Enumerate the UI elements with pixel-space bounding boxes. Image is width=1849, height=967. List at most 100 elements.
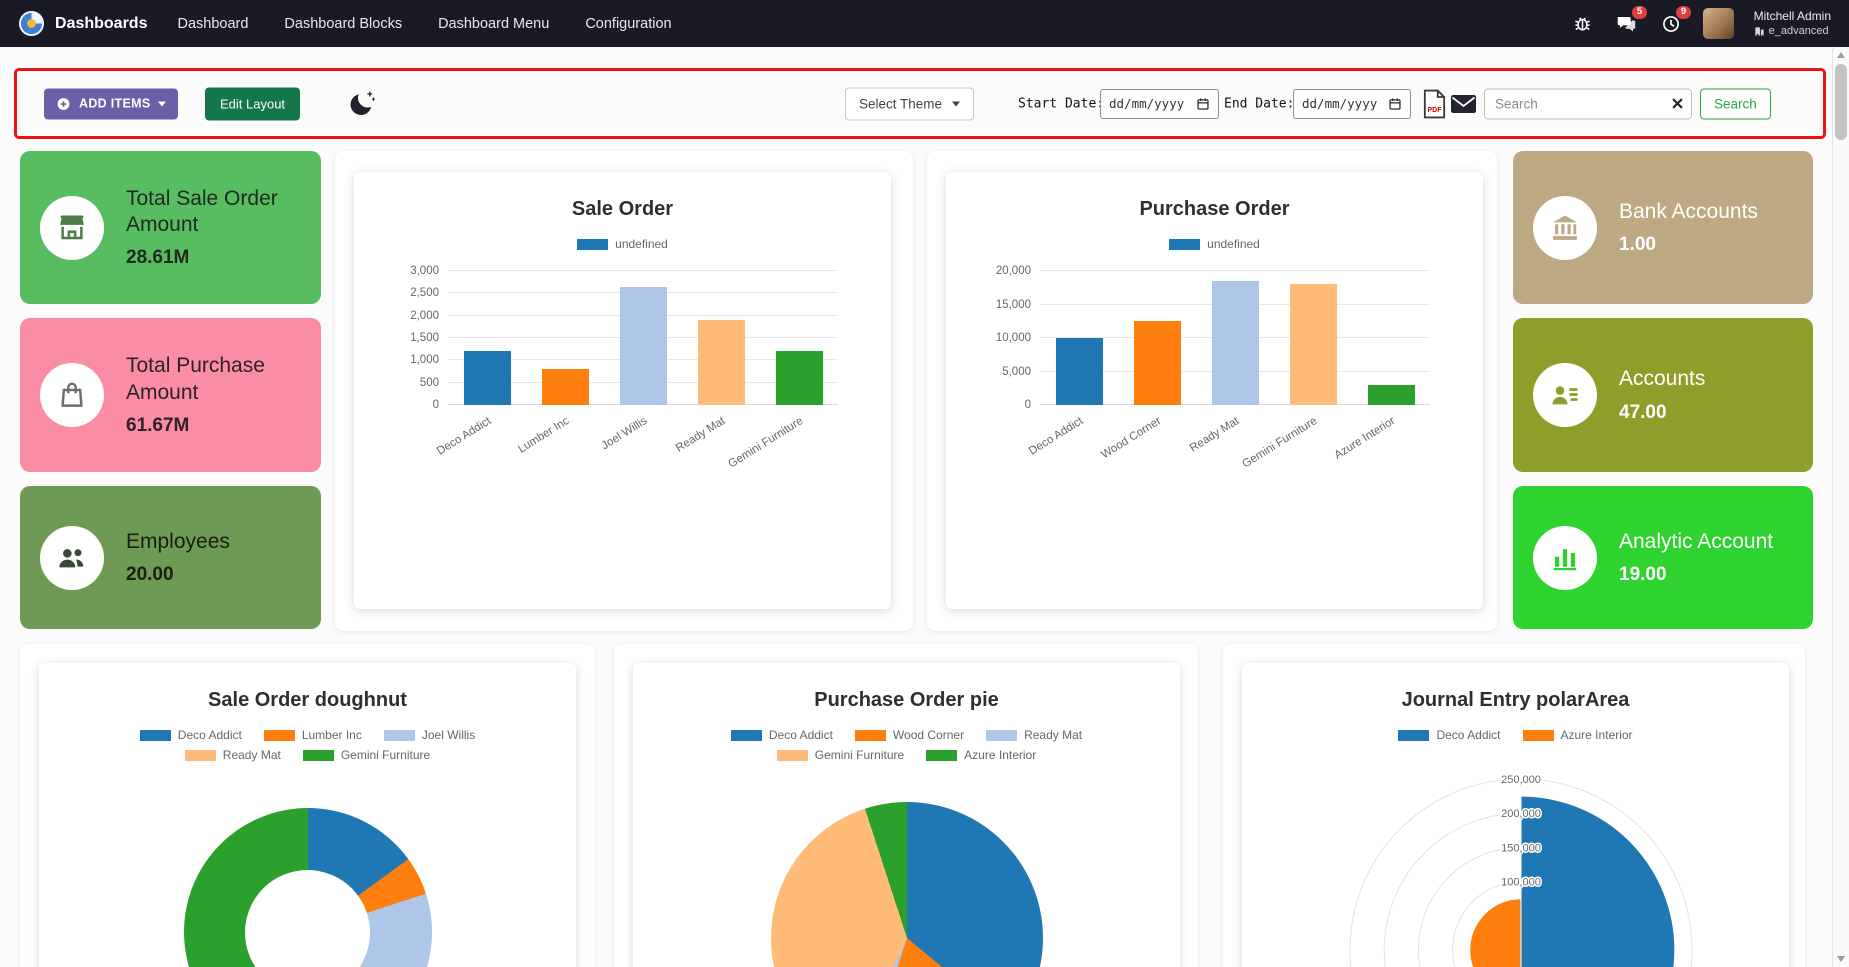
svg-text:200,000: 200,000 bbox=[1501, 808, 1541, 820]
tile-label: Analytic Account bbox=[1619, 529, 1774, 553]
chart-legend: Deco Addict Azure Interior bbox=[1242, 728, 1789, 742]
bank-icon bbox=[1533, 195, 1597, 260]
sale-order-doughnut-panel: Sale Order doughnut Deco Addict Lumber In… bbox=[39, 663, 576, 967]
calendar-icon[interactable] bbox=[1196, 97, 1210, 111]
chart-legend: Deco Addict Wood Corner Ready Mat Gemini Fu… bbox=[633, 728, 1180, 762]
legend-row: Deco Addict Lumber Inc Joel Willis bbox=[139, 728, 476, 742]
y-axis-tick: 2,000 bbox=[410, 309, 439, 322]
dark-mode-moon-icon[interactable] bbox=[348, 90, 375, 117]
legend-swatch bbox=[1169, 238, 1201, 250]
bar-lumber-inc bbox=[541, 369, 589, 405]
plus-circle-icon bbox=[56, 96, 71, 111]
y-axis-tick: 3,000 bbox=[410, 265, 439, 277]
legend-label: Ready Mat bbox=[222, 748, 281, 762]
search-button[interactable]: Search bbox=[1700, 88, 1771, 119]
vertical-scrollbar[interactable] bbox=[1832, 47, 1849, 967]
bar-gemini-furniture bbox=[775, 351, 823, 405]
start-date-input[interactable]: dd/mm/yyyy bbox=[1100, 88, 1219, 119]
app-brand[interactable]: Dashboards bbox=[18, 10, 147, 37]
y-axis-tick: 2,500 bbox=[410, 287, 439, 300]
bar-deco-addict bbox=[463, 351, 511, 405]
activities-clock-icon[interactable]: 9 bbox=[1659, 5, 1691, 36]
y-axis-tick: 20,000 bbox=[995, 265, 1031, 277]
debug-bug-icon[interactable] bbox=[1571, 12, 1595, 36]
chart-title: Sale Order doughnut bbox=[208, 689, 407, 711]
sale-order-chart-card: Sale Order undefined 0 500 1,000 1,500 2,000 2… bbox=[335, 151, 913, 631]
send-mail-envelope-icon[interactable] bbox=[1450, 93, 1477, 114]
scroll-thumb[interactable] bbox=[1835, 64, 1847, 140]
chart-title: Journal Entry polarArea bbox=[1401, 689, 1630, 711]
nav-item-dashboard-blocks[interactable]: Dashboard Blocks bbox=[284, 15, 403, 32]
export-pdf-icon[interactable]: PDF bbox=[1423, 89, 1446, 118]
nav-item-dashboard-menu[interactable]: Dashboard Menu bbox=[438, 15, 550, 32]
legend-swatch bbox=[184, 749, 216, 761]
shopping-bag-icon bbox=[40, 363, 104, 427]
tile-bank-accounts[interactable]: Bank Accounts 1.00 bbox=[1513, 151, 1813, 304]
nav-item-configuration[interactable]: Configuration bbox=[585, 15, 672, 32]
bar-joel-willis bbox=[619, 286, 667, 405]
legend-item-lumber-inc: Lumber Inc bbox=[263, 728, 362, 742]
legend-item-deco-addict: Deco Addict bbox=[1398, 728, 1501, 742]
svg-text:100,000: 100,000 bbox=[1501, 877, 1541, 889]
bar-azure-interior bbox=[1367, 384, 1415, 405]
tile-value: 28.61M bbox=[126, 247, 190, 269]
legend-label: Joel Willis bbox=[421, 728, 476, 742]
select-theme-dropdown[interactable]: Select Theme bbox=[845, 87, 975, 120]
tile-value: 20.00 bbox=[126, 564, 174, 586]
chart-legend: undefined bbox=[354, 237, 891, 251]
chart-title: Sale Order bbox=[571, 198, 674, 220]
legend-swatch bbox=[854, 729, 886, 741]
nav-menu: Dashboard Dashboard Blocks Dashboard Men… bbox=[177, 16, 671, 32]
legend-row: Deco Addict Azure Interior bbox=[1398, 728, 1633, 742]
doughnut-hole bbox=[245, 869, 370, 967]
start-date-placeholder: dd/mm/yyyy bbox=[1109, 96, 1185, 111]
search-field-wrapper bbox=[1484, 88, 1692, 119]
chart-title: Purchase Order bbox=[1139, 198, 1290, 220]
activities-badge: 9 bbox=[1676, 5, 1691, 19]
legend-label: Ready Mat bbox=[1024, 728, 1083, 742]
end-date-input[interactable]: dd/mm/yyyy bbox=[1293, 88, 1411, 119]
y-axis-tick: 5,000 bbox=[1002, 365, 1031, 378]
y-axis-tick: 10,000 bbox=[995, 332, 1031, 344]
tile-total-sale-order-amount[interactable]: Total Sale Order Amount 28.61M bbox=[20, 151, 321, 304]
search-input[interactable] bbox=[1484, 88, 1692, 119]
nav-item-dashboard[interactable]: Dashboard bbox=[177, 15, 249, 32]
legend-item-ready-mat: Ready Mat bbox=[184, 748, 281, 762]
purchase-order-pie-chart: Deco Addict Wood Corner Ready Mat Gemini Fu… bbox=[633, 728, 1180, 967]
end-date-label: End Date: bbox=[1224, 96, 1295, 111]
tile-analytic-account[interactable]: Analytic Account 19.00 bbox=[1513, 486, 1813, 629]
bar-gemini-furniture bbox=[1289, 284, 1337, 405]
app-title: Dashboards bbox=[55, 14, 148, 32]
sale-order-doughnut-chart: Deco Addict Lumber Inc Joel Willis Ready Ma… bbox=[39, 728, 576, 967]
legend-item-azure-interior: Azure Interior bbox=[926, 748, 1036, 762]
bar-ready-mat bbox=[697, 320, 745, 405]
chart-title: Purchase Order pie bbox=[814, 689, 999, 711]
clear-search-icon[interactable] bbox=[1672, 98, 1683, 109]
bar-chart-icon bbox=[1533, 525, 1597, 590]
tile-total-purchase-amount[interactable]: Total Purchase Amount 61.67M bbox=[20, 318, 321, 472]
legend-label: Gemini Furniture bbox=[814, 748, 905, 762]
tile-label: Bank Accounts bbox=[1619, 199, 1758, 223]
scroll-down-arrow[interactable] bbox=[1837, 956, 1845, 962]
sale-order-bar-chart: undefined 0 500 1,000 1,500 2,000 2,500 3,000 De… bbox=[354, 237, 891, 471]
tile-employees[interactable]: Employees 20.00 bbox=[20, 486, 321, 629]
scroll-up-arrow[interactable] bbox=[1837, 52, 1845, 58]
gridline bbox=[448, 270, 838, 271]
messages-icon[interactable]: 5 bbox=[1615, 5, 1647, 36]
chevron-down-icon bbox=[158, 101, 167, 106]
bar-ready-mat bbox=[1211, 281, 1259, 405]
svg-text:150,000: 150,000 bbox=[1501, 842, 1541, 854]
user-avatar[interactable] bbox=[1702, 8, 1734, 39]
calendar-icon[interactable] bbox=[1388, 97, 1402, 111]
legend-swatch bbox=[383, 729, 415, 741]
purchase-order-pie-panel: Purchase Order pie Deco Addict Wood Corne… bbox=[633, 663, 1180, 967]
tile-accounts[interactable]: Accounts 47.00 bbox=[1513, 318, 1813, 472]
user-menu[interactable]: Mitchell Admin e_advanced bbox=[1754, 9, 1831, 39]
edit-layout-button[interactable]: Edit Layout bbox=[205, 87, 301, 120]
nav-right-section: 5 9 Mitchell Admin e_advanced bbox=[1571, 5, 1831, 39]
doughnut-chart-disc bbox=[183, 808, 432, 967]
svg-text:PDF: PDF bbox=[1428, 107, 1442, 114]
bar-deco-addict bbox=[1055, 338, 1103, 405]
add-items-button[interactable]: ADD ITEMS bbox=[44, 88, 179, 119]
legend-label: Azure Interior bbox=[1560, 728, 1633, 742]
